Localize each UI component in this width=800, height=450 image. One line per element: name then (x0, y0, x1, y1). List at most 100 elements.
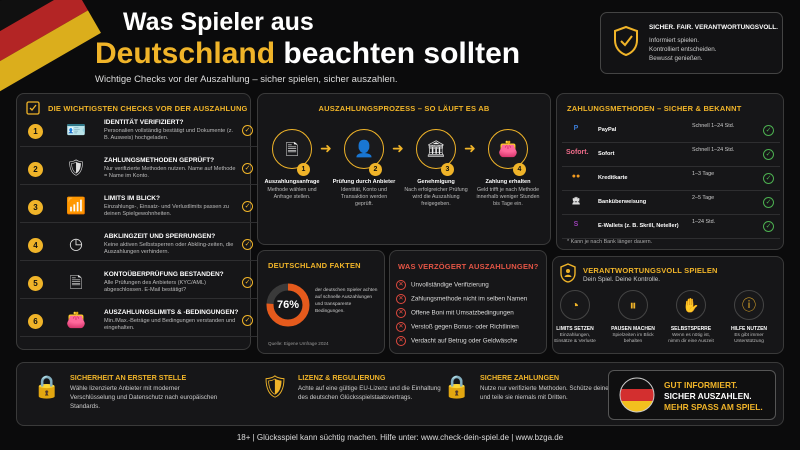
shield-icon: 🛡 (65, 160, 87, 177)
facts-source: Quelle: Eigene Umfrage 2024 (268, 341, 329, 346)
check-icon: ✓ (763, 149, 774, 160)
check-desc: Einzahlungs-, Einsatz- und Verlustlimits… (104, 204, 229, 217)
payment-time: 1–24 Std. (692, 219, 716, 225)
step-number: 4 (513, 163, 526, 176)
cta-line3: MEHR SPASS AM SPIEL. (664, 402, 763, 412)
step-title: Genehmigung (417, 179, 455, 185)
payment-name: E-Wallets (z. B. Skrill, Neteller) (598, 223, 679, 229)
page-title-line1: Was Spieler aus (123, 8, 314, 36)
checks-panel: DIE WICHTIGSTEN CHECKS VOR DER AUSZAHLUN… (16, 93, 251, 350)
facts-panel: DEUTSCHLAND FAKTEN 76% der deutschen Spi… (257, 250, 385, 354)
checks-title: DIE WICHTIGSTEN CHECKS VOR DER AUSZAHLUN… (48, 104, 248, 113)
payment-time: Schnell 1–24 Std. (692, 123, 735, 129)
check-number: 3 (28, 200, 43, 215)
payment-row: Sofort. Sofort Schnell 1–24 Std. ✓ (562, 143, 780, 167)
process-step: 🗎 1 Auszahlungsanfrage Methode wählen und A… (260, 129, 324, 201)
step-desc: Methode wählen und Anfrage stellen. (267, 187, 317, 200)
check-row: 1 🪪 IDENTITÄT VERIFIZIERT? Personalien voll… (20, 116, 259, 147)
close-icon: ✕ (396, 308, 406, 318)
arrow-right-icon: ➜ (320, 140, 332, 156)
payment-name: Sofort (598, 151, 615, 157)
page-title-line2: Deutschland beachten sollten (95, 37, 520, 71)
responsible-item: ◔ LIMITS SETZEN Einzahlungen, Einsätze & V… (551, 290, 599, 345)
cta-line1: GUT INFORMIERT. (664, 380, 738, 390)
responsible-item-title: HILFE NUTZEN (730, 326, 768, 332)
delay-item: ✕ Verstoß gegen Bonus- oder Richtlinien (396, 322, 519, 332)
payment-logo: S (573, 221, 579, 228)
step-circle: 👛 4 (488, 129, 528, 176)
payments-panel: ZAHLUNGSMETHODEN – SICHER & BEKANNT * Ka… (556, 93, 784, 250)
slogan-line: Bewusst genießen. (649, 55, 703, 62)
process-panel: AUSZAHLUNGSPROZESS – SO LÄUFT ES AB (257, 93, 551, 245)
lock-icon: 🔒 (443, 374, 471, 399)
check-number: 2 (28, 162, 43, 177)
germany-flag-decoration (0, 0, 102, 95)
bar-chart-icon: 📶 (66, 198, 86, 215)
delay-item: ✕ Zahlungsmethode nicht im selben Namen (396, 294, 527, 304)
payments-note: * Kann je nach Bank länger dauern. (567, 239, 653, 245)
facts-percent: 76% (276, 299, 300, 311)
check-title: LIMITS IM BLICK? (104, 195, 160, 202)
payments-title: ZAHLUNGSMETHODEN – SICHER & BEKANNT (567, 104, 742, 113)
check-icon: ✓ (242, 125, 253, 136)
bottom-item-desc: Achte auf eine gültige EU-Lizenz und die… (298, 385, 441, 401)
slogan-line: Kontrolliert entscheiden. (649, 46, 717, 53)
check-row: 3 📶 LIMITS IM BLICK? Einzahlungs-, Einsatz-… (20, 192, 259, 223)
payment-time: 1–3 Tage (692, 171, 715, 177)
payment-name: Kreditkarte (598, 175, 628, 181)
cta-box: GUT INFORMIERT. SICHER AUSZAHLEN. MEHR S… (608, 370, 776, 420)
check-title: ZAHLUNGSMETHODEN GEPRÜFT? (104, 157, 215, 164)
check-number: 6 (28, 314, 43, 329)
check-icon: ✓ (242, 163, 253, 174)
check-icon: ✓ (242, 239, 253, 250)
responsible-item-desc: Spielzeiten im Blick behalten (612, 333, 654, 344)
responsible-item-desc: Einzahlungen, Einsätze & Verluste (554, 333, 596, 344)
responsible-item: ✋ SELBSTSPERRE Wenn es nötig ist, nimm dir… (667, 290, 715, 345)
user-icon: 👤 (354, 141, 374, 158)
step-title: Prüfung durch Anbieter (332, 179, 396, 185)
step-title: Auszahlungsanfrage (264, 179, 320, 185)
payment-row: 🏛 Banküberweisung 2–5 Tage ✓ (562, 191, 780, 215)
gauge-icon: ◔ (560, 290, 590, 320)
delay-text: Verdacht auf Betrug oder Geldwäsche (411, 337, 518, 345)
id-card-icon: 🪪 (66, 122, 86, 139)
pause-icon: ⏸ (618, 290, 648, 320)
bottom-item-desc: Wähle lizenzierte Anbieter mit moderner … (70, 385, 218, 410)
document-icon: 🗎 (69, 275, 83, 292)
check-number: 5 (28, 276, 43, 291)
bottom-item: 🛡 LIZENZ & REGULIERUNG Achte auf eine gült… (258, 362, 458, 426)
payment-row: ●● Kreditkarte 1–3 Tage ✓ (562, 167, 780, 191)
responsible-item-title: PAUSEN MACHEN (611, 326, 655, 332)
check-icon: ✓ (763, 173, 774, 184)
hand-icon: ✋ (676, 290, 706, 320)
delay-item: ✕ Unvollständige Verifizierung (396, 280, 489, 290)
responsible-item-title: SELBSTSPERRE (670, 326, 712, 332)
shield-person-icon (560, 263, 576, 283)
delay-text: Unvollständige Verifizierung (411, 281, 489, 289)
step-number: 1 (297, 163, 310, 176)
facts-text: der deutschen Spieler achten auf schnell… (315, 288, 378, 314)
payment-name: PayPal (598, 127, 617, 133)
process-step: 👤 2 Prüfung durch Anbieter Identität, Konto… (332, 129, 396, 208)
step-desc: Identität, Konto und Transaktion werden … (340, 187, 388, 207)
responsible-item-title: LIMITS SETZEN (556, 326, 594, 332)
shield-check-icon: 🛡 (261, 374, 289, 399)
bottom-item: 🔒 SICHERE ZAHLUNGEN Nutze nur verifizierte… (440, 362, 640, 426)
info-icon: ⓘ (734, 290, 764, 320)
step-circle: 👤 2 (344, 129, 384, 176)
check-number: 4 (28, 238, 43, 253)
check-row: 4 ◷ ABKLINGZEIT UND SPERRUNGEN? Keine aktiv… (20, 230, 259, 261)
responsible-item-desc: Es gibt immer Unterstützung (734, 333, 764, 344)
payment-row: P PayPal Schnell 1–24 Std. ✓ (562, 119, 780, 143)
check-icon: ✓ (242, 315, 253, 326)
step-desc: Nach erfolgreicher Prüfung wird die Ausz… (404, 187, 468, 207)
bottom-item-title: SICHERHEIT AN ERSTER STELLE (70, 373, 187, 382)
payment-logo: P (573, 125, 579, 132)
clipboard-icon (26, 101, 40, 115)
process-step: 👛 4 Zahlung erhalten Geld trifft je nach Me… (476, 129, 540, 208)
check-desc: Keine aktiven Selbstsperren oder Abkling… (104, 242, 234, 255)
lock-icon: 🔒 (33, 374, 61, 399)
close-icon: ✕ (396, 336, 406, 346)
step-circle: 🗎 1 (272, 129, 312, 176)
step-title: Zahlung erhalten (485, 179, 531, 185)
